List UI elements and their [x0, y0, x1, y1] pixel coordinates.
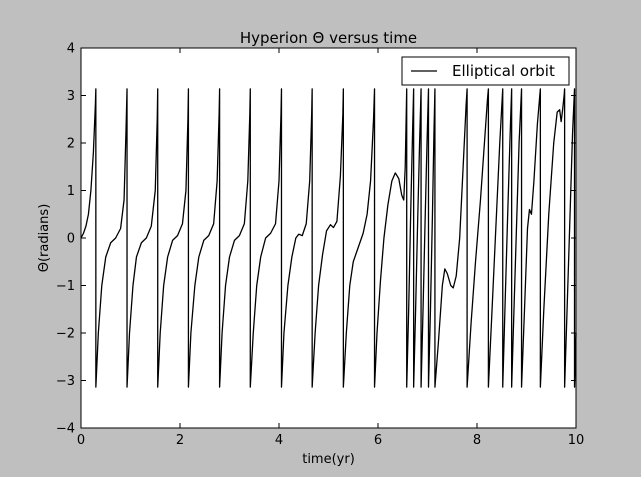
y-tick-label: −4	[56, 422, 75, 437]
y-tick-label: 4	[67, 42, 75, 57]
x-tick-label: 2	[176, 433, 184, 448]
y-axis-label: Θ(radians)	[37, 204, 52, 273]
plot-frame	[80, 47, 577, 429]
chart-title: Hyperion Θ versus time	[240, 29, 417, 47]
y-tick-label: −2	[56, 327, 75, 342]
x-tick-label: 10	[568, 433, 585, 448]
y-tick-label: 2	[67, 137, 75, 152]
y-tick-label: −1	[56, 279, 75, 294]
legend-label-elliptical-orbit: Elliptical orbit	[452, 62, 555, 80]
x-tick-label: 6	[374, 433, 382, 448]
legend: Elliptical orbit	[401, 56, 570, 86]
x-axis-label: time(yr)	[302, 452, 355, 467]
x-tick-label: 8	[473, 433, 481, 448]
x-tick-label: 4	[275, 433, 283, 448]
x-tick-label: 0	[77, 433, 85, 448]
y-tick-label: 1	[67, 184, 75, 199]
plot-area	[81, 48, 576, 428]
y-tick-label: 3	[67, 89, 75, 104]
y-tick-label: −3	[56, 374, 75, 389]
series-line-elliptical-orbit	[80, 88, 577, 388]
series-layer	[80, 88, 577, 388]
y-tick-label: 0	[67, 232, 75, 247]
